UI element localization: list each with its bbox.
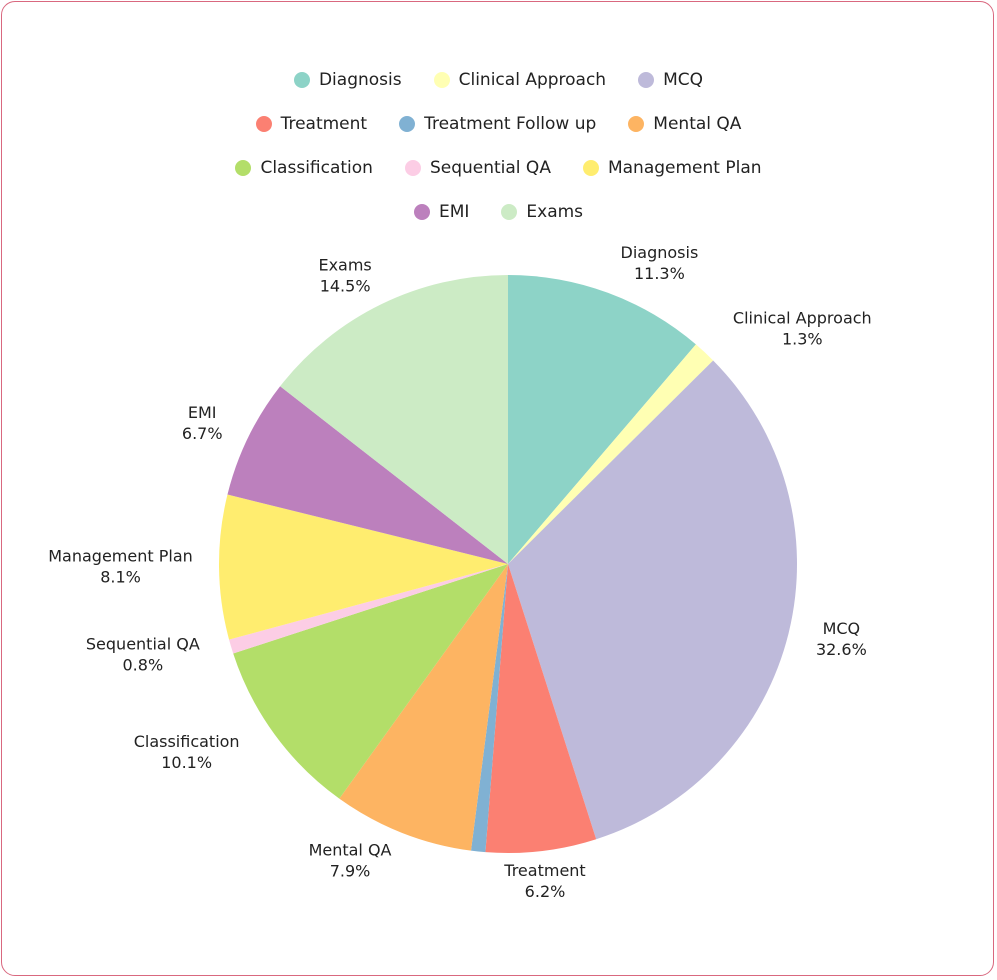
legend-item-sequential-qa[interactable]: Sequential QA bbox=[404, 158, 551, 178]
legend-label: Classification bbox=[260, 158, 373, 178]
slice-label-treatment: Treatment 6.2% bbox=[503, 861, 585, 901]
legend-row: Classification Sequential QA Management Pl… bbox=[0, 146, 997, 190]
legend-swatch bbox=[235, 160, 252, 176]
legend-label: Treatment Follow up bbox=[424, 114, 597, 134]
slice-label-diagnosis: Diagnosis 11.3% bbox=[621, 243, 699, 283]
legend: Diagnosis Clinical Approach MCQ Treatment Tr… bbox=[0, 58, 997, 234]
legend-item-management-plan[interactable]: Management Plan bbox=[582, 158, 762, 178]
legend-label: Exams bbox=[526, 202, 584, 222]
pie-slice-management-plan[interactable] bbox=[219, 494, 508, 640]
pie-slice-sequential-qa[interactable] bbox=[229, 564, 508, 654]
pie-slice-treatment-follow-up[interactable] bbox=[470, 564, 508, 853]
legend-swatch bbox=[628, 116, 645, 132]
legend-label: Treatment bbox=[280, 114, 368, 134]
legend-label: MCQ bbox=[663, 70, 704, 90]
legend-label: Sequential QA bbox=[429, 158, 551, 178]
pie-slice-treatment[interactable] bbox=[485, 564, 597, 853]
legend-item-exams[interactable]: Exams bbox=[501, 202, 583, 222]
legend-swatch bbox=[399, 116, 416, 132]
legend-item-treatment-follow-up[interactable]: Treatment Follow up bbox=[399, 114, 596, 134]
legend-item-mental-qa[interactable]: Mental QA bbox=[628, 114, 741, 134]
legend-row: Treatment Treatment Follow up Mental QA bbox=[0, 102, 997, 146]
pie-slice-clinical-approach[interactable] bbox=[508, 344, 714, 564]
legend-swatch bbox=[255, 116, 272, 132]
slice-label-management-plan: Management Plan 8.1% bbox=[48, 547, 193, 587]
legend-swatch bbox=[404, 160, 421, 176]
slice-label-classification: Classification 10.1% bbox=[134, 732, 240, 772]
pie-slice-mental-qa[interactable] bbox=[339, 564, 508, 851]
pie-slice-mcq[interactable] bbox=[508, 360, 797, 840]
legend-label: Clinical Approach bbox=[458, 70, 607, 90]
legend-item-mcq[interactable]: MCQ bbox=[638, 70, 703, 90]
legend-label: Mental QA bbox=[653, 114, 742, 134]
legend-label: EMI bbox=[438, 202, 470, 222]
slice-label-clinical-approach: Clinical Approach 1.3% bbox=[733, 309, 872, 349]
legend-label: Management Plan bbox=[607, 158, 762, 178]
slice-label-exams: Exams 14.5% bbox=[318, 255, 371, 295]
legend-item-diagnosis[interactable]: Diagnosis bbox=[293, 70, 402, 90]
slice-label-emi: EMI 6.7% bbox=[182, 403, 223, 443]
pie-slice-classification[interactable] bbox=[233, 564, 508, 799]
legend-swatch bbox=[501, 204, 518, 220]
legend-item-clinical-approach[interactable]: Clinical Approach bbox=[433, 70, 607, 90]
legend-item-classification[interactable]: Classification bbox=[235, 158, 373, 178]
legend-label: Diagnosis bbox=[318, 70, 402, 90]
legend-swatch bbox=[638, 72, 655, 88]
slice-label-sequential-qa: Sequential QA 0.8% bbox=[86, 634, 200, 674]
legend-row: EMI Exams bbox=[0, 190, 997, 234]
slice-label-mental-qa: Mental QA 7.9% bbox=[309, 841, 392, 881]
legend-swatch bbox=[293, 72, 310, 88]
legend-swatch bbox=[413, 204, 430, 220]
pie-slice-emi[interactable] bbox=[227, 386, 508, 564]
legend-item-emi[interactable]: EMI bbox=[413, 202, 470, 222]
slice-label-mcq: MCQ 32.6% bbox=[816, 619, 867, 659]
pie-slice-diagnosis[interactable] bbox=[508, 275, 696, 564]
pie-slice-exams[interactable] bbox=[280, 275, 508, 564]
legend-item-treatment[interactable]: Treatment bbox=[255, 114, 368, 134]
legend-row: Diagnosis Clinical Approach MCQ bbox=[0, 58, 997, 102]
legend-swatch bbox=[433, 72, 450, 88]
legend-swatch bbox=[582, 160, 599, 176]
